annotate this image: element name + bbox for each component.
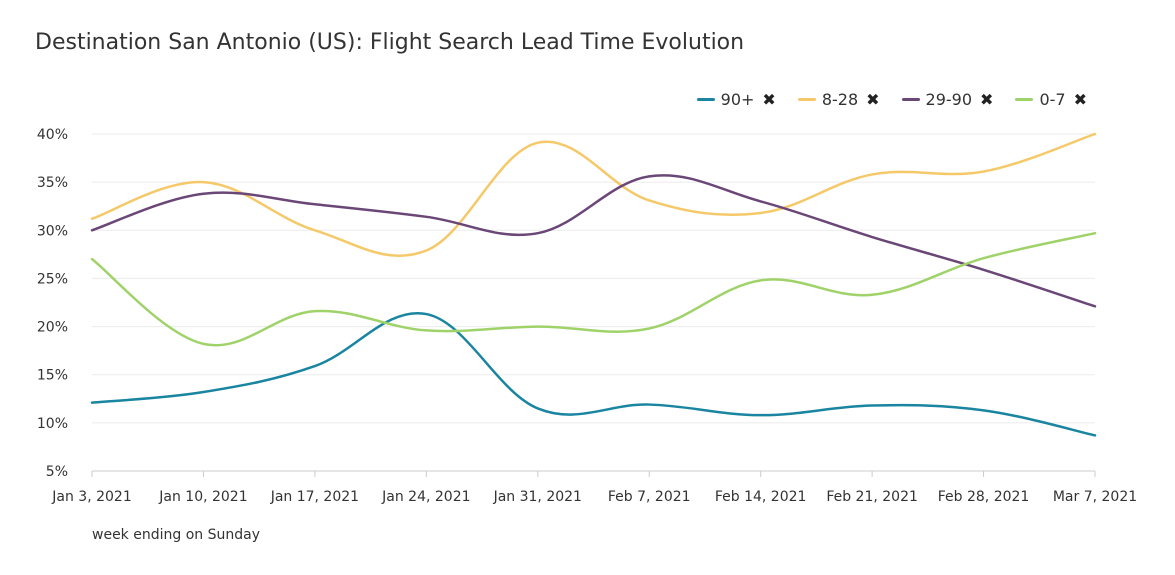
chart-title: Destination San Antonio (US): Flight Sea… <box>35 30 745 55</box>
x-tick-label: Jan 10, 2021 <box>158 489 247 505</box>
x-axis-label: week ending on Sunday <box>92 527 260 543</box>
data-point <box>758 198 764 204</box>
y-tick-label: 15% <box>37 368 68 384</box>
data-point <box>89 216 95 222</box>
series-line-90+ <box>90 311 1097 437</box>
data-point <box>646 173 652 179</box>
data-point <box>312 227 318 233</box>
series-line-8-28 <box>90 132 1097 257</box>
legend: 90+ ✖ 8-28 ✖ 29-90 ✖ 0-7 ✖ <box>696 90 1087 109</box>
x-tick-label: Jan 31, 2021 <box>493 489 582 505</box>
legend-item-0-7[interactable]: 0-7 ✖ <box>1015 90 1087 109</box>
y-tick-label: 5% <box>46 464 68 480</box>
data-point <box>312 201 318 207</box>
data-point <box>869 171 875 177</box>
data-point <box>1092 230 1098 236</box>
data-point <box>89 256 95 262</box>
data-point <box>535 140 541 146</box>
y-tick-label: 25% <box>37 271 68 287</box>
legend-item-90+[interactable]: 90+ ✖ <box>696 90 776 109</box>
data-point <box>869 234 875 240</box>
data-point <box>200 341 206 347</box>
legend-label: 8-28 <box>821 90 859 109</box>
x-tick-label: Jan 24, 2021 <box>381 489 470 505</box>
data-point <box>981 267 987 273</box>
legend-label: 0-7 <box>1039 90 1066 109</box>
data-point <box>646 325 652 331</box>
legend-label: 90+ <box>720 90 755 109</box>
data-point <box>758 412 764 418</box>
legend-item-29-90[interactable]: 29-90 ✖ <box>901 90 994 109</box>
data-point <box>1092 432 1098 438</box>
x-tick-label: Feb 7, 2021 <box>608 489 691 505</box>
data-point <box>89 400 95 406</box>
data-point <box>423 214 429 220</box>
x-tick-label: Feb 28, 2021 <box>938 489 1030 505</box>
x-tick-label: Mar 7, 2021 <box>1053 489 1137 505</box>
data-point <box>535 405 541 411</box>
y-tick-label: 30% <box>37 223 68 239</box>
remove-series-icon[interactable]: ✖ <box>980 90 994 109</box>
legend-swatch <box>1015 98 1034 101</box>
legend-swatch <box>696 98 715 101</box>
data-point <box>981 255 987 261</box>
data-point <box>646 197 652 203</box>
y-tick-label: 40% <box>37 127 68 143</box>
remove-series-icon[interactable]: ✖ <box>866 90 880 109</box>
data-point <box>1092 303 1098 309</box>
x-tick-label: Jan 3, 2021 <box>51 489 131 505</box>
data-point <box>758 277 764 283</box>
data-point <box>423 248 429 254</box>
data-point <box>89 227 95 233</box>
data-point <box>200 389 206 395</box>
data-point <box>646 402 652 408</box>
y-tick-label: 20% <box>37 320 68 336</box>
data-point <box>981 169 987 175</box>
data-point <box>535 324 541 330</box>
x-tick-label: Feb 21, 2021 <box>826 489 918 505</box>
data-point <box>1092 131 1098 137</box>
data-point <box>312 363 318 369</box>
remove-series-icon[interactable]: ✖ <box>762 90 776 109</box>
y-tick-label: 35% <box>37 175 68 191</box>
series-line-0-7 <box>90 231 1097 347</box>
legend-label: 29-90 <box>925 90 973 109</box>
data-point <box>535 230 541 236</box>
data-point <box>200 179 206 185</box>
data-point <box>758 210 764 216</box>
data-point <box>423 327 429 333</box>
x-tick-label: Jan 17, 2021 <box>270 489 359 505</box>
y-tick-label: 10% <box>37 416 68 432</box>
legend-item-8-28[interactable]: 8-28 ✖ <box>797 90 880 109</box>
data-point <box>312 308 318 314</box>
data-point <box>869 292 875 298</box>
data-point <box>981 407 987 413</box>
x-tick-label: Feb 14, 2021 <box>715 489 807 505</box>
data-point <box>869 403 875 409</box>
data-point <box>423 311 429 317</box>
series-line-29-90 <box>90 174 1097 308</box>
remove-series-icon[interactable]: ✖ <box>1073 90 1087 109</box>
data-point <box>200 191 206 197</box>
legend-swatch <box>797 98 816 101</box>
legend-swatch <box>901 98 920 101</box>
